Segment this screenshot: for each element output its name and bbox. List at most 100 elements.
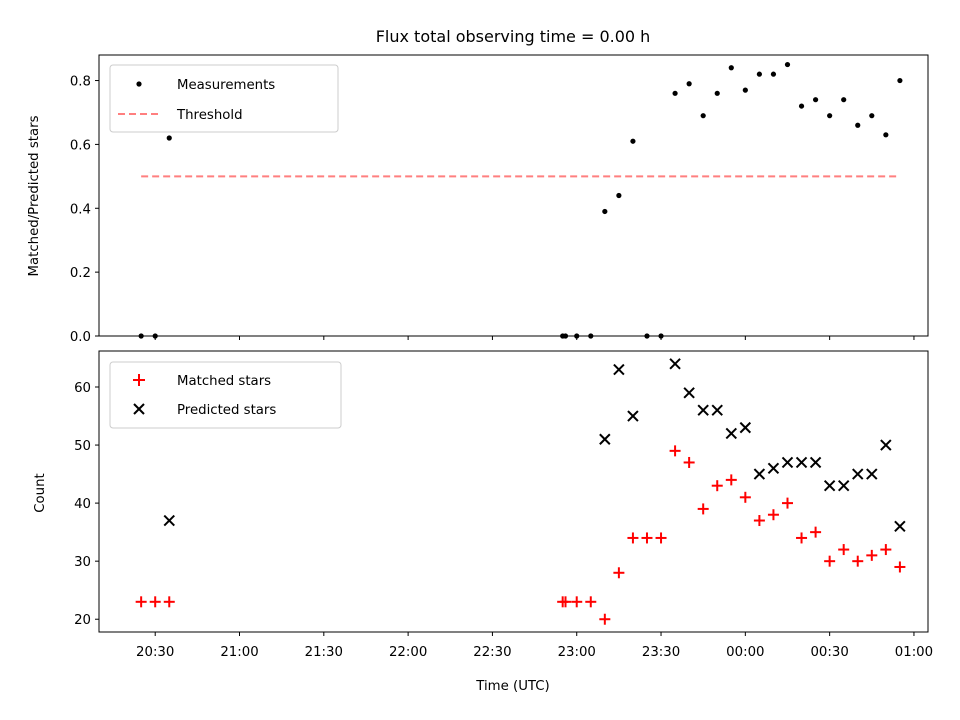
top-legend-box (109, 64, 339, 133)
bottom-x-axis-label: Time (UTC) (475, 679, 550, 694)
measurement-point (812, 97, 819, 103)
measurement-point (166, 135, 172, 141)
predicted-stars-point (866, 468, 878, 480)
measurement-point (602, 208, 608, 215)
matched-stars-point (711, 480, 723, 492)
measurement-point (616, 192, 622, 199)
predicted-stars-point (852, 468, 864, 480)
matched-stars-point (753, 515, 765, 527)
y-tick-label: 40 (74, 497, 91, 512)
predicted-stars-point (599, 433, 611, 445)
measurement-point (630, 138, 636, 144)
predicted-stars-point (683, 387, 695, 399)
measurement-point (897, 77, 903, 84)
matched-stars-point (781, 497, 793, 509)
measurement-point (855, 122, 861, 128)
predicted-stars-point (627, 410, 639, 422)
matched-stars-point (571, 596, 583, 608)
bottom-legend-box (109, 361, 342, 429)
matched-stars-point (838, 544, 850, 556)
predicted-stars-point (613, 363, 625, 376)
x-tick-label: 21:30 (305, 645, 343, 660)
x-tick-label: 00:30 (810, 645, 848, 660)
legend-predicted-label: Predicted stars (177, 403, 276, 418)
x-tick-label: 22:00 (389, 645, 427, 660)
predicted-stars-point (669, 358, 681, 370)
y-tick-label: 0.8 (70, 75, 91, 90)
matched-stars-point (796, 532, 808, 544)
y-tick-label: 50 (74, 439, 91, 454)
matched-stars-point (683, 456, 695, 468)
top-x-ticks (154, 336, 915, 340)
predicted-stars-point (753, 468, 766, 480)
matched-stars-point (880, 544, 892, 556)
matched-stars-point (725, 474, 737, 486)
x-tick-label: 23:00 (558, 645, 596, 660)
matched-stars-point (824, 555, 836, 567)
bottom-x-ticks: 20:30 21:00 21:30 22:00 22:30 23:00 23:30 00:00… (136, 632, 933, 660)
matched-stars-point (627, 532, 639, 544)
top-title: Flux total observing time = 0.00 h (376, 27, 651, 46)
predicted-stars-point (837, 479, 850, 492)
matched-stars-point (810, 526, 822, 538)
measurement-point (714, 90, 720, 96)
matched-stars-point (767, 509, 779, 521)
legend-measurements-label: Measurements (177, 78, 275, 93)
predicted-stars-point (795, 456, 808, 469)
predicted-stars-point (894, 520, 906, 533)
legend-matched-marker (133, 374, 145, 386)
top-axes-frame (98, 54, 929, 337)
measurement-point (756, 71, 762, 77)
x-tick-label: 00:00 (726, 645, 764, 660)
measurement-point (869, 113, 875, 119)
x-tick-label: 22:30 (473, 645, 511, 660)
legend-threshold-label: Threshold (176, 108, 243, 123)
matched-stars-point (866, 549, 878, 561)
matched-stars-point (669, 445, 681, 457)
top-legend: Measurements Threshold (109, 64, 339, 133)
predicted-stars-point (781, 456, 794, 469)
predicted-stars-point (725, 427, 737, 440)
bottom-y-ticks: 20 30 40 50 60 (74, 381, 99, 628)
bottom-y-axis-label: Count (33, 473, 48, 513)
measurement-point (672, 90, 678, 96)
matched-stars-point (599, 613, 611, 625)
y-tick-label: 0.4 (70, 202, 91, 217)
predicted-stars-point (823, 479, 836, 492)
measurement-point (686, 81, 692, 87)
matched-stars-point (894, 561, 906, 573)
measurement-point (883, 132, 889, 138)
matched-stars-point (135, 596, 147, 608)
matched-stars-point (655, 532, 667, 544)
y-tick-label: 20 (74, 613, 91, 628)
matched-stars-point (697, 503, 709, 515)
predicted-stars-point (809, 456, 822, 469)
y-tick-label: 0.0 (70, 330, 91, 345)
matched-stars-point (739, 491, 751, 503)
measurement-point (841, 97, 847, 103)
y-tick-label: 30 (74, 555, 91, 570)
top-panel: Flux total observing time = 0.00 h 0.0 0.… (27, 27, 929, 345)
x-tick-label: 23:30 (642, 645, 680, 660)
legend-predicted-marker (133, 403, 145, 415)
legend-measurements-marker (136, 81, 142, 87)
x-tick-label: 01:00 (895, 645, 933, 660)
matched-stars-point (852, 555, 864, 567)
y-tick-label: 0.6 (70, 138, 91, 153)
bottom-legend: Matched stars Predicted stars (109, 361, 342, 429)
matched-stars-point (641, 532, 653, 544)
measurement-point (700, 113, 706, 119)
predicted-stars-point (697, 404, 709, 416)
measurement-point (742, 87, 748, 93)
measurement-point (827, 113, 833, 119)
predicted-stars-point (880, 439, 892, 451)
measurement-point (728, 65, 734, 71)
matched-stars-point (585, 596, 597, 608)
predicted-stars-point (739, 421, 752, 434)
measurement-point (784, 61, 791, 68)
top-y-axis-label: Matched/Predicted stars (27, 115, 42, 276)
predicted-stars-point (767, 462, 780, 474)
measurement-point (770, 71, 777, 77)
predicted-stars-point (163, 514, 175, 527)
